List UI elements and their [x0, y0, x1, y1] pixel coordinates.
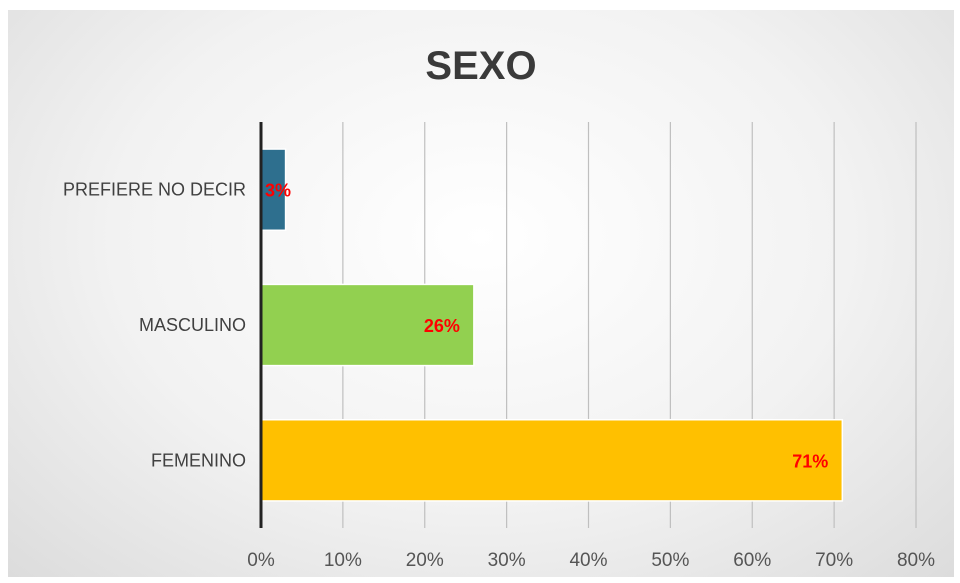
x-tick-label: 20%	[406, 550, 444, 571]
x-tick-label: 60%	[733, 550, 771, 571]
x-tick-label: 30%	[488, 550, 526, 571]
chart-title: SEXO	[425, 44, 537, 88]
data-label: 71%	[792, 451, 828, 471]
bar-prefiere-no-decir	[260, 148, 287, 232]
category-label: PREFIERE NO DECIR	[63, 180, 246, 200]
x-tick-label: 10%	[324, 550, 362, 571]
x-tick-label: 80%	[897, 550, 935, 571]
category-label: FEMENINO	[151, 450, 246, 470]
data-label: 26%	[424, 316, 460, 336]
category-label: MASCULINO	[139, 315, 246, 335]
x-tick-label: 50%	[651, 550, 689, 571]
bar-masculino	[260, 283, 475, 367]
bar-femenino	[260, 418, 844, 502]
chart-frame: SEXO 0% 10% 20% 30% 40% 50% 60% 70% 80% PREFIERE …	[8, 10, 954, 577]
bar-chart: 0% 10% 20% 30% 40% 50% 60% 70% 80% PREFIERE NO DE…	[63, 122, 935, 571]
data-label: 3%	[265, 181, 291, 201]
x-tick-label: 40%	[569, 550, 607, 571]
x-tick-label: 70%	[815, 550, 853, 571]
x-tick-label: 0%	[247, 550, 275, 571]
